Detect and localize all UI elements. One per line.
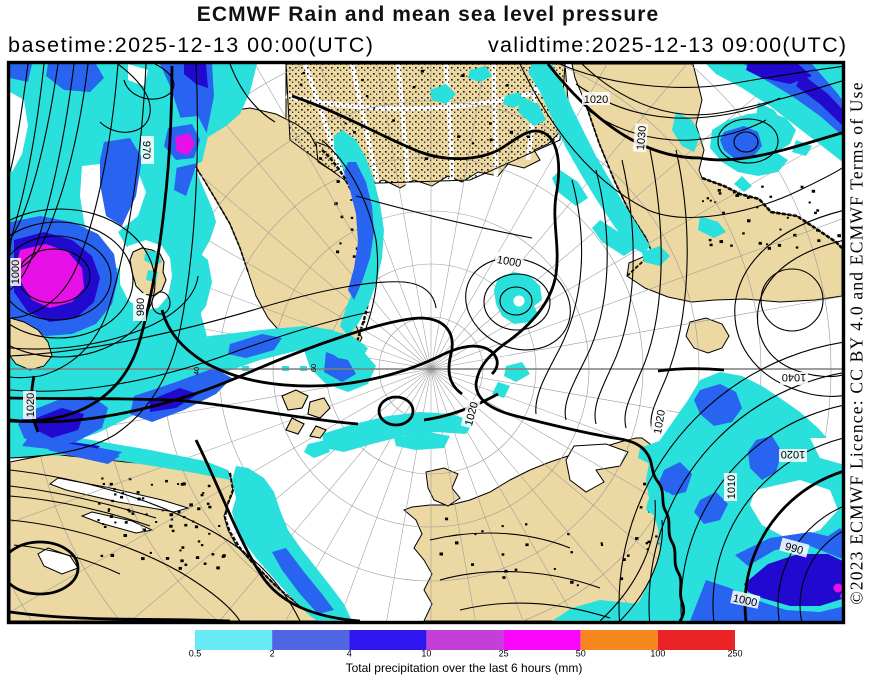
svg-text:60: 60 (309, 364, 318, 372)
svg-text:1000: 1000 (496, 254, 522, 270)
svg-text:1010: 1010 (726, 475, 738, 499)
svg-text:250: 250 (727, 649, 742, 659)
svg-text:0.5: 0.5 (189, 649, 202, 659)
svg-text:1020: 1020 (584, 94, 608, 106)
svg-text:1020: 1020 (652, 409, 668, 435)
svg-text:40: 40 (192, 367, 201, 375)
svg-text:1040: 1040 (782, 371, 806, 383)
svg-text:4: 4 (347, 649, 352, 659)
svg-text:50: 50 (576, 649, 586, 659)
svg-text:2: 2 (270, 649, 275, 659)
svg-text:980: 980 (135, 298, 147, 316)
svg-text:990: 990 (784, 541, 805, 557)
svg-text:1020: 1020 (25, 393, 37, 417)
svg-text:10: 10 (421, 649, 431, 659)
svg-text:1000: 1000 (10, 260, 22, 284)
svg-text:25: 25 (499, 649, 509, 659)
svg-text:970: 970 (140, 141, 152, 159)
svg-text:1000: 1000 (732, 593, 758, 610)
svg-text:100: 100 (650, 649, 665, 659)
svg-text:1020: 1020 (781, 448, 805, 460)
svg-text:1030: 1030 (635, 125, 649, 150)
svg-text:Total precipitation over the l: Total precipitation over the last 6 hour… (346, 661, 583, 675)
